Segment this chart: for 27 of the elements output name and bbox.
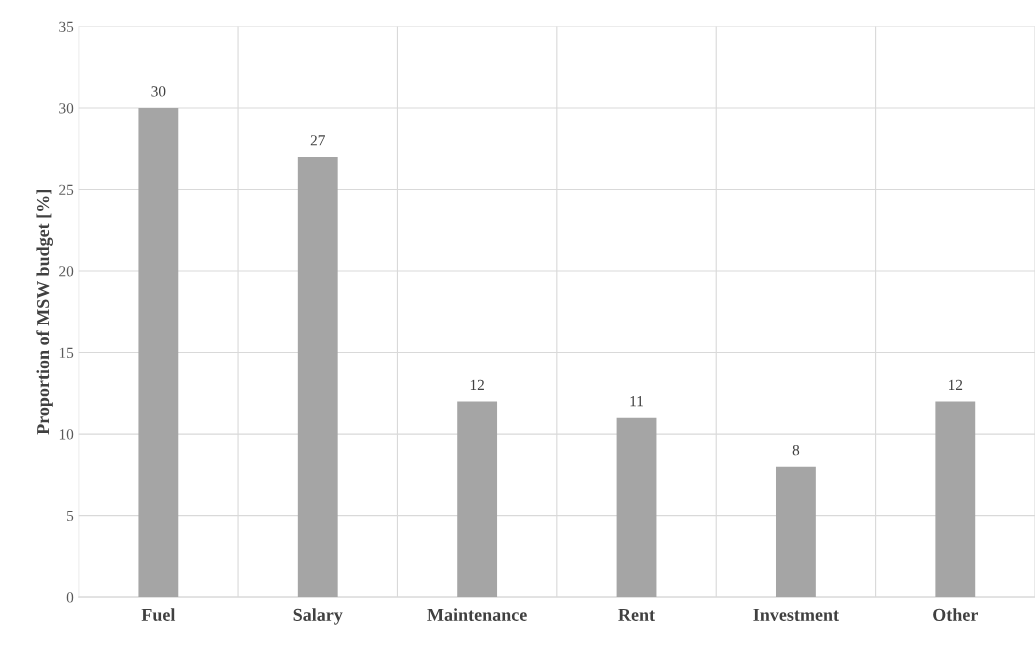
x-tick-label: Other	[933, 608, 978, 621]
bar	[457, 401, 498, 598]
x-tick-label: Fuel	[141, 608, 176, 621]
data-label: 12	[949, 379, 963, 390]
data-label: 8	[792, 444, 800, 456]
data-label: 30	[151, 86, 166, 97]
data-label: 27	[310, 135, 325, 146]
y-tick-label: 10	[59, 429, 74, 440]
y-tick-label: 15	[59, 347, 74, 359]
y-tick-label: 0	[66, 592, 74, 603]
x-tick-label: Salary	[293, 608, 343, 625]
bar	[616, 417, 657, 598]
data-label: 12	[470, 379, 484, 390]
y-tick-label: 5	[67, 510, 74, 522]
y-tick-label: 20	[59, 266, 74, 277]
x-tick-label: Rent	[618, 608, 655, 621]
x-tick-label: Investment	[753, 608, 839, 621]
y-tick-label: 25	[59, 184, 74, 195]
y-axis-title: Proportion of MSW budget [%]	[36, 190, 53, 435]
bar	[138, 108, 179, 598]
data-label: 11	[630, 396, 643, 407]
bar	[297, 156, 338, 598]
x-tick-label: Maintenance	[427, 608, 527, 621]
bar	[935, 401, 976, 598]
y-tick-label: 30	[59, 103, 74, 114]
y-tick-label: 35	[59, 21, 74, 32]
bar	[775, 466, 816, 598]
